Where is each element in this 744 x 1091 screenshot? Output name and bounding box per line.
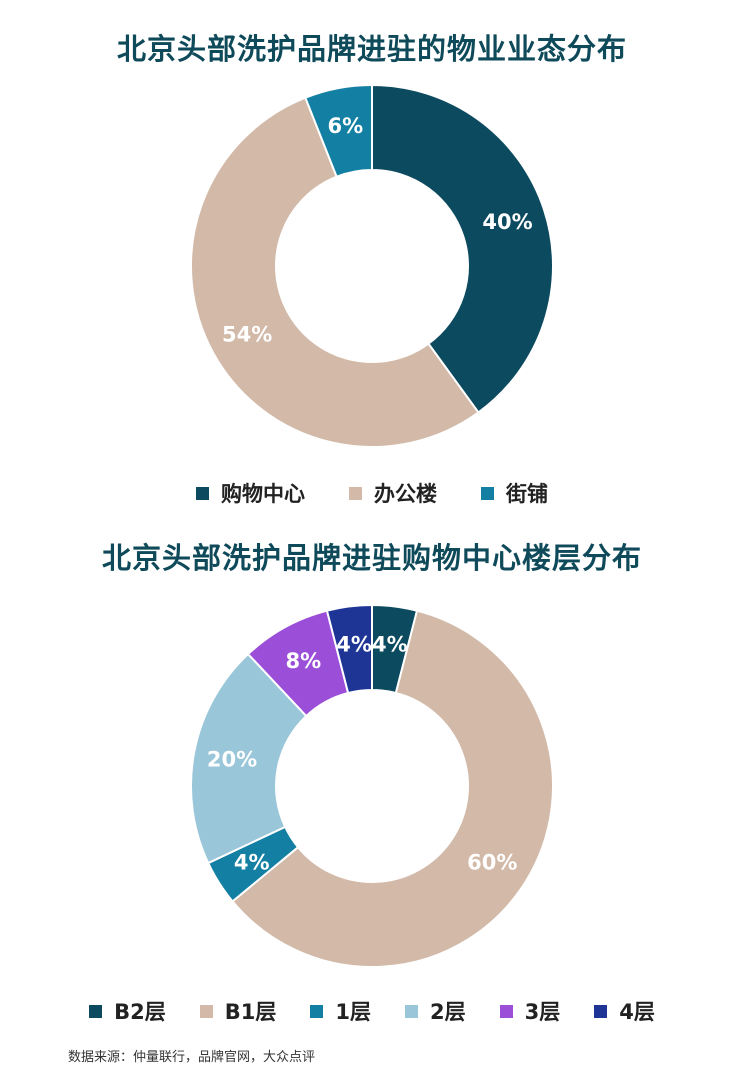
chart-2-legend-label-1: B1层 (224, 1000, 277, 1024)
chart-1-slice-label-0: 40% (482, 210, 532, 234)
chart-1-slice-label-1: 54% (222, 323, 272, 347)
chart-2-slice-5 (325, 603, 373, 695)
chart-1-legend-label-0: 购物中心 (221, 482, 305, 506)
chart-2-slice-3 (190, 652, 308, 865)
chart-1-legend-swatch-2 (481, 486, 494, 500)
chart-2-legend-item-3: 2层 (405, 996, 466, 1026)
chart-2-legend: B2层 B1层 1层 2层 3层 4层 (0, 996, 744, 1026)
chart-1-legend-item-2: 街铺 (481, 478, 548, 508)
chart-2-legend-swatch-4 (499, 1004, 513, 1018)
chart-2-legend-item-1: B1层 (199, 996, 277, 1026)
chart-2-slice-label-1: 60% (467, 850, 517, 874)
chart-1-legend-item-0: 购物中心 (196, 478, 305, 508)
chart-2-title: 北京头部洗护品牌进驻购物中心楼层分布 (101, 541, 642, 575)
chart-2-legend-label-2: 1层 (335, 1000, 371, 1024)
chart-1-donut: 40% 54% 6% (190, 83, 554, 448)
chart-2-slice-1 (231, 609, 554, 968)
chart-1-legend: 购物中心 办公楼 街铺 (0, 478, 744, 508)
chart-1-title: 北京头部洗护品牌进驻的物业业态分布 (116, 32, 627, 66)
chart-2-slice-label-5: 4% (336, 633, 372, 657)
chart-1-legend-label-1: 办公楼 (374, 482, 437, 506)
chart-2-slice-label-4: 8% (286, 649, 322, 673)
chart-1-legend-swatch-0 (196, 486, 209, 500)
chart-2-legend-swatch-0 (89, 1004, 103, 1018)
chart-1-slice-label-2: 6% (327, 114, 363, 138)
chart-2-legend-label-5: 4层 (619, 1000, 655, 1024)
chart-2-legend-swatch-2 (310, 1004, 324, 1018)
chart-1-slice-1 (190, 96, 480, 448)
chart-2-legend-swatch-5 (594, 1004, 608, 1018)
chart-2-legend-item-2: 1层 (310, 996, 371, 1026)
chart-2-slice-label-2: 4% (234, 850, 270, 874)
chart-2-legend-swatch-3 (405, 1004, 418, 1018)
chart-2-legend-label-0: B2层 (114, 1000, 166, 1024)
chart-2-legend-item-0: B2层 (89, 996, 166, 1026)
data-source-note: 数据来源：仲量联行，品牌官网，大众点评 (68, 1050, 316, 1065)
chart-2-legend-label-4: 3层 (524, 1000, 561, 1024)
chart-2-legend-label-3: 2层 (430, 1000, 466, 1024)
chart-1-legend-label-2: 街铺 (506, 482, 548, 506)
chart-1-slice-2 (304, 83, 373, 179)
chart-1-slice-0 (371, 83, 554, 414)
chart-1-legend-swatch-1 (349, 486, 362, 500)
chart-2-donut: 4% 60% 4% 20% 8% 4% (190, 603, 554, 968)
chart-2-legend-item-5: 4层 (594, 996, 655, 1026)
chart-2-legend-item-4: 3层 (499, 996, 561, 1026)
chart-2-legend-swatch-1 (199, 1004, 213, 1018)
chart-1-legend-item-1: 办公楼 (349, 478, 437, 508)
chart-2-slice-label-0: 4% (372, 633, 408, 657)
chart-2-slice-label-3: 20% (207, 747, 257, 771)
